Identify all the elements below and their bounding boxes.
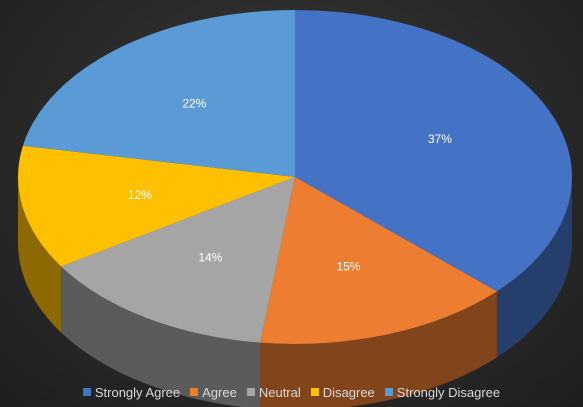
slice-agree[interactable] bbox=[260, 177, 497, 344]
slice-side-agree bbox=[260, 291, 497, 407]
legend-swatch bbox=[310, 388, 319, 396]
slice-neutral[interactable] bbox=[61, 177, 295, 343]
legend-label: Neutral bbox=[258, 384, 301, 400]
legend-item-neutral[interactable]: Neutral bbox=[246, 384, 301, 400]
data-label-agree: 15% bbox=[336, 260, 360, 274]
legend-item-disagree[interactable]: Disagree bbox=[310, 384, 375, 400]
legend-label: Agree bbox=[202, 384, 237, 400]
legend-item-strongly-disagree[interactable]: Strongly Disagree bbox=[384, 384, 501, 400]
legend-item-agree[interactable]: Agree bbox=[190, 385, 237, 400]
data-label-disagree: 12% bbox=[128, 188, 152, 202]
legend-swatch bbox=[384, 388, 393, 396]
legend-label: Strongly Disagree bbox=[396, 384, 501, 400]
slice-strongly-agree[interactable] bbox=[295, 10, 572, 292]
legend-item-strongly-agree[interactable]: Strongly Agree bbox=[82, 384, 181, 400]
legend-swatch bbox=[82, 388, 91, 396]
legend-swatch bbox=[246, 388, 255, 396]
slice-side-disagree bbox=[17, 177, 62, 333]
slice-strongly-disagree[interactable] bbox=[22, 10, 295, 177]
data-label-neutral: 14% bbox=[198, 250, 222, 264]
slice-side-strongly-agree bbox=[496, 177, 572, 358]
slice-disagree[interactable] bbox=[17, 145, 295, 267]
data-label-strongly-agree: 37% bbox=[428, 132, 452, 146]
data-label-strongly-disagree: 22% bbox=[182, 97, 206, 111]
legend: Strongly Agree Agree Neutral Disagree St… bbox=[0, 382, 583, 402]
pie-tops bbox=[17, 10, 572, 344]
data-labels: 37% 15% 14% 12% 22% bbox=[128, 97, 452, 274]
legend-label: Disagree bbox=[322, 384, 375, 400]
pie-sides bbox=[17, 177, 572, 407]
legend-swatch bbox=[190, 388, 199, 396]
slice-side-neutral bbox=[61, 266, 261, 407]
legend-label: Strongly Agree bbox=[94, 384, 181, 400]
